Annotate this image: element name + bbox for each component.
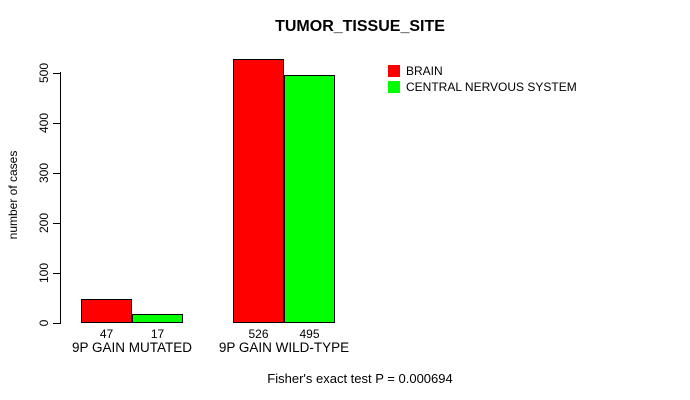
y-axis-label: number of cases	[6, 150, 20, 240]
legend-item-brain: BRAIN	[388, 63, 577, 79]
pvalue-annotation: Fisher's exact test P = 0.000694	[267, 371, 453, 386]
bar-value-label-central-nervous-system-9p-gain-mutated: 17	[150, 327, 165, 341]
y-tick-0	[53, 323, 61, 324]
bar-brain-9p-gain-wild-type	[233, 59, 284, 323]
bar-value-label-brain-9p-gain-wild-type: 526	[248, 327, 269, 341]
y-tick-200	[53, 222, 61, 224]
y-tick-100	[53, 272, 61, 274]
y-tick-500	[53, 72, 61, 74]
chart-title: TUMOR_TISSUE_SITE	[275, 18, 445, 35]
y-tick-400	[53, 122, 61, 124]
y-tick-label-400: 400	[37, 112, 51, 133]
bar-brain-9p-gain-mutated	[81, 299, 132, 323]
legend-swatch-green	[388, 81, 400, 93]
category-label-mutated: 9P GAIN MUTATED	[71, 340, 193, 355]
y-tick-label-300: 300	[37, 162, 51, 183]
legend-label-cns: CENTRAL NERVOUS SYSTEM	[406, 80, 577, 94]
bar-central-nervous-system-9p-gain-wild-type	[284, 75, 335, 323]
bar-value-label-brain-9p-gain-mutated: 47	[99, 327, 114, 341]
category-label-wildtype: 9P GAIN WILD-TYPE	[218, 340, 350, 355]
y-axis-line	[60, 72, 61, 323]
legend-label-brain: BRAIN	[406, 64, 443, 78]
y-tick-label-500: 500	[37, 62, 51, 83]
bar-value-label-central-nervous-system-9p-gain-wild-type: 495	[299, 327, 320, 341]
bar-central-nervous-system-9p-gain-mutated	[132, 314, 183, 323]
y-tick-label-0: 0	[37, 319, 51, 327]
legend-item-cns: CENTRAL NERVOUS SYSTEM	[388, 79, 577, 95]
legend-swatch-red	[388, 65, 400, 77]
y-tick-300	[53, 172, 61, 174]
y-tick-label-200: 200	[37, 212, 51, 233]
y-tick-label-100: 100	[37, 262, 51, 283]
legend: BRAIN CENTRAL NERVOUS SYSTEM	[388, 63, 577, 95]
